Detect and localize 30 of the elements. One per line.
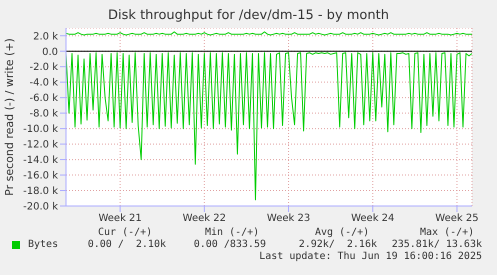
text: Min (-/+) [205, 227, 260, 238]
y-tick-label: -16.0 k [23, 170, 58, 182]
y-tick-label: -2.0 k [30, 62, 58, 74]
x-tick-label: Week 23 [266, 213, 310, 224]
y-tick-label: -20.0 k [23, 202, 58, 213]
y-tick-label: -6.0 k [30, 93, 58, 104]
y-axis-title: Pr second read (-) / write (+) [2, 38, 16, 196]
text: 0.00 /833.59 [194, 239, 266, 250]
x-tick-label: Week 21 [98, 213, 142, 224]
y-tick-label: -4.0 k [30, 78, 58, 89]
legend-label: Bytes [28, 239, 58, 250]
text: 235.81k/ 13.63k [392, 239, 482, 250]
y-tick-label: 2.0 k [33, 31, 58, 42]
text: 0.00 / 2.10k [88, 239, 166, 250]
x-tick-label: Week 24 [351, 213, 394, 224]
text: Max (-/+) [420, 227, 474, 238]
x-tick-label: Week 22 [182, 213, 226, 224]
chart-title: Disk throughput for /dev/dm-15 - by month [107, 8, 390, 23]
text: Last update: Thu Jun 19 16:00:16 2025 [259, 251, 482, 262]
x-tick-label: Week 25 [435, 213, 479, 224]
text: 2.92k/ 2.16k [298, 239, 377, 250]
y-tick-label: -10.0 k [23, 124, 58, 136]
y-tick-label: 0.0 [42, 46, 58, 58]
text: Cur (-/+) [98, 227, 152, 238]
y-tick-label: -8.0 k [30, 108, 58, 120]
y-tick-label: -12.0 k [23, 140, 58, 151]
line-series [66, 52, 472, 200]
y-tick-label: -18.0 k [23, 186, 58, 198]
text: Avg (-/+) [315, 227, 370, 238]
y-tick-label: -14.0 k [23, 155, 58, 166]
